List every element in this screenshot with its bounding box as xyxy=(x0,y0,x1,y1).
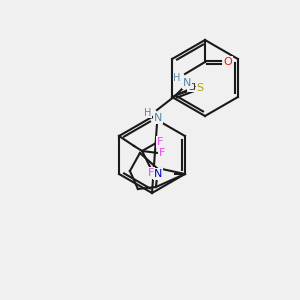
Text: N: N xyxy=(183,78,191,88)
Text: H: H xyxy=(173,73,181,83)
Text: F: F xyxy=(159,148,165,158)
Text: S: S xyxy=(196,83,204,93)
Text: H: H xyxy=(144,108,152,118)
Text: F: F xyxy=(148,168,154,178)
Text: O: O xyxy=(224,57,232,67)
Text: CH₃: CH₃ xyxy=(188,82,204,91)
Text: N: N xyxy=(154,169,162,179)
Text: N: N xyxy=(154,113,162,123)
Text: F: F xyxy=(157,137,163,147)
